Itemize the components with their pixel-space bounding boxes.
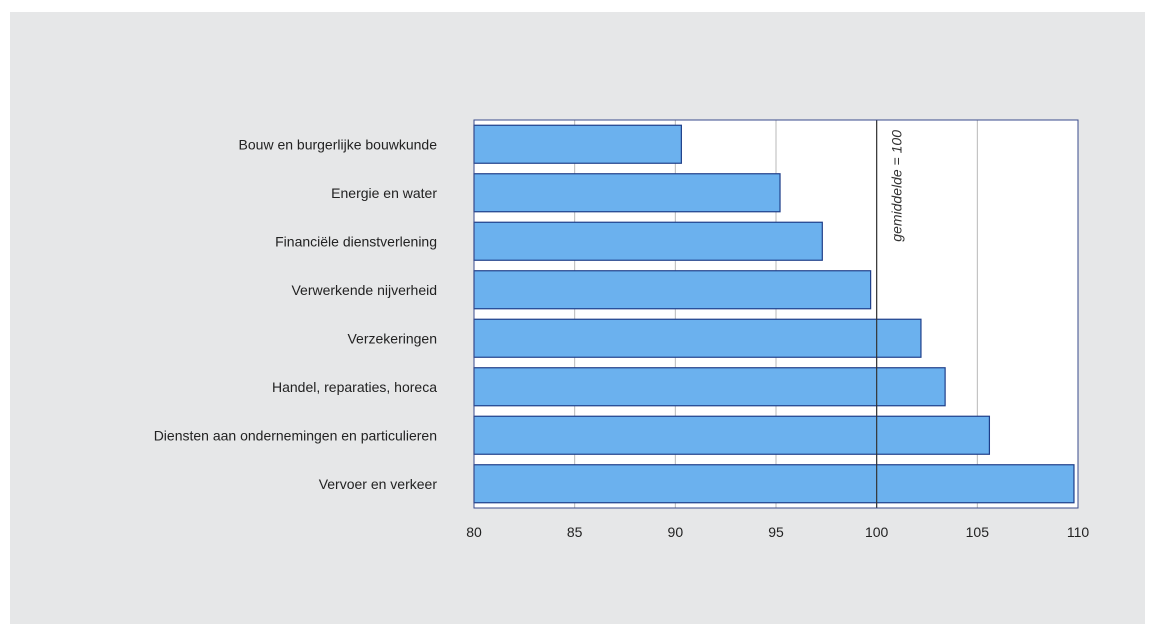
bar [473, 464, 1075, 504]
x-tick-label: 85 [567, 524, 583, 540]
bars [473, 124, 1075, 504]
x-tick-label: 105 [966, 524, 990, 540]
reference-line-group: gemiddelde = 100 [876, 120, 905, 508]
category-labels: Bouw en burgerlijke bouwkunde Energie en … [154, 136, 438, 492]
category-label: Verzekeringen [347, 330, 437, 346]
x-tick-label: 90 [668, 524, 684, 540]
bar [473, 221, 823, 261]
x-tick-labels: 80 85 90 95 100 105 110 [466, 524, 1089, 540]
category-label: Diensten aan ondernemingen en particulie… [154, 427, 437, 443]
category-label: Financiële dienstverlening [275, 233, 437, 249]
bar-chart: gemiddelde = 100 Bouw en burgerlijke bou… [154, 119, 1089, 540]
category-label: Bouw en burgerlijke bouwkunde [239, 136, 438, 152]
category-label: Handel, reparaties, horeca [272, 379, 437, 395]
bar [473, 124, 682, 164]
bar [473, 415, 991, 455]
category-label: Vervoer en verkeer [319, 476, 438, 492]
x-tick-label: 80 [466, 524, 482, 540]
bar [473, 318, 922, 358]
bar [473, 367, 946, 407]
x-tick-label: 100 [865, 524, 889, 540]
bar [473, 270, 872, 310]
reference-line-label: gemiddelde = 100 [889, 130, 905, 242]
x-tick-label: 95 [768, 524, 784, 540]
bar [473, 173, 781, 213]
x-tick-label: 110 [1067, 524, 1090, 540]
chart-panel: gemiddelde = 100 Bouw en burgerlijke bou… [10, 12, 1145, 624]
plot-frame [473, 119, 1079, 509]
category-label: Energie en water [331, 185, 437, 201]
category-label: Verwerkende nijverheid [291, 282, 437, 298]
